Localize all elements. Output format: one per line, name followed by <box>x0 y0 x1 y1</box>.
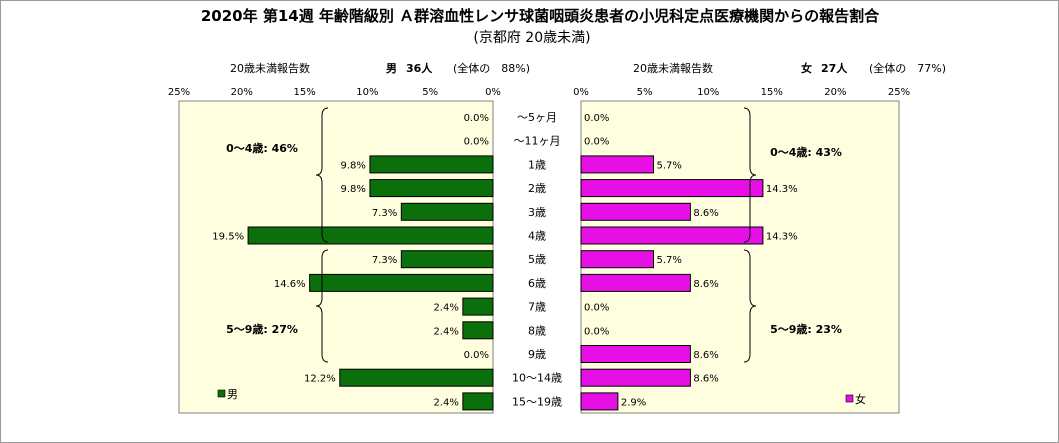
female-header-share: (全体の 77%) <box>869 61 946 75</box>
male-header-count: 36人 <box>406 61 433 75</box>
female-data-label: 5.7% <box>657 160 682 171</box>
female-x-tick: 0% <box>573 87 589 98</box>
male-data-label: 7.3% <box>372 255 397 266</box>
female-data-label: 0.0% <box>584 303 609 314</box>
female-data-label: 0.0% <box>584 137 609 148</box>
male-bar <box>339 368 494 387</box>
male-x-tick: 25% <box>168 87 190 98</box>
female-x-tick: 25% <box>888 87 910 98</box>
male-x-tick: 10% <box>356 87 378 98</box>
x-axis-ticks: 25% 20% 15% 10% 5% 0% 0% 5% 10% 15% 20% 25% <box>168 87 910 98</box>
male-header-sex: 男 <box>386 62 397 75</box>
female-data-label: 8.6% <box>693 374 718 385</box>
male-bar <box>400 202 494 221</box>
female-data-label: 8.6% <box>693 350 718 361</box>
male-x-tick: 15% <box>293 87 315 98</box>
male-data-label: 19.5% <box>212 232 244 243</box>
female-x-tick: 15% <box>761 87 783 98</box>
male-legend-label: 男 <box>227 388 238 401</box>
female-group-0-4-label: 0～4歳: 43% <box>770 145 842 159</box>
female-data-label: 14.3% <box>766 184 798 195</box>
female-bar <box>580 368 691 387</box>
female-brace-0-4 <box>743 107 757 243</box>
female-header-sex: 女 <box>801 61 812 75</box>
female-x-tick: 5% <box>637 87 653 98</box>
male-data-label: 14.6% <box>274 279 306 290</box>
female-bar <box>580 392 619 411</box>
male-xlabel: 20歳未満報告数 <box>230 62 310 75</box>
female-brace-5-9 <box>743 249 757 363</box>
female-data-label: 2.9% <box>621 397 646 408</box>
male-x-tick: 5% <box>422 87 438 98</box>
category-labels: ～5ヶ月 ～11ヶ月 1歳 2歳 3歳 4歳 5歳 6歳 7歳 8歳 9歳 10～14歳 15～19歳 <box>512 111 562 408</box>
male-bar <box>462 321 494 340</box>
category-label: 5歳 <box>528 253 546 266</box>
female-xlabel: 20歳未満報告数 <box>633 62 713 75</box>
chart-subtitle: (京都府 20歳未満) <box>473 30 590 46</box>
female-bar <box>580 202 691 221</box>
female-legend-swatch <box>845 394 854 403</box>
male-bar <box>309 273 494 292</box>
male-bar <box>247 226 494 245</box>
male-header-share: (全体の 88%) <box>453 61 530 75</box>
male-bar <box>462 297 494 316</box>
male-data-label: 9.8% <box>341 184 366 195</box>
male-group-0-4-label: 0～4歳: 46% <box>226 141 298 155</box>
male-brace-5-9 <box>315 249 329 363</box>
female-data-label: 8.6% <box>693 208 718 219</box>
female-bar <box>580 226 764 245</box>
male-legend-swatch <box>217 389 226 398</box>
age-group-braces <box>315 107 757 363</box>
male-data-label: 2.4% <box>433 397 458 408</box>
male-data-label: 0.0% <box>464 350 489 361</box>
female-group-5-9-label: 5～9歳: 23% <box>770 322 842 336</box>
category-label: 2歳 <box>528 182 546 195</box>
male-bar <box>400 250 494 269</box>
male-data-label: 9.8% <box>341 160 366 171</box>
female-data-label: 5.7% <box>657 255 682 266</box>
female-header-count: 27人 <box>821 61 848 75</box>
male-data-label: 2.4% <box>433 326 458 337</box>
female-bar <box>580 179 764 198</box>
female-data-label: 0.0% <box>584 113 609 124</box>
male-bar <box>369 179 494 198</box>
female-data-label: 14.3% <box>766 232 798 243</box>
female-data-label: 0.0% <box>584 326 609 337</box>
female-bar <box>580 155 655 174</box>
category-label: 4歳 <box>528 230 546 243</box>
male-data-label: 7.3% <box>372 208 397 219</box>
female-bar <box>580 250 655 269</box>
category-label: 1歳 <box>528 158 546 171</box>
female-data-label: 8.6% <box>693 279 718 290</box>
male-bar <box>462 392 494 411</box>
male-data-label: 12.2% <box>304 374 336 385</box>
category-label: ～5ヶ月 <box>517 111 557 124</box>
male-data-label: 0.0% <box>464 113 489 124</box>
category-label: 15～19歳 <box>512 395 562 408</box>
category-label: 3歳 <box>528 206 546 219</box>
category-label: 8歳 <box>528 324 546 337</box>
category-label: 7歳 <box>528 301 546 314</box>
female-bar <box>580 273 691 292</box>
male-data-label: 2.4% <box>433 303 458 314</box>
female-bar <box>580 345 691 363</box>
category-label: 9歳 <box>528 348 546 361</box>
category-label: 6歳 <box>528 277 546 290</box>
male-x-tick: 20% <box>231 87 253 98</box>
male-group-5-9-label: 5～9歳: 27% <box>226 322 298 336</box>
male-brace-0-4 <box>315 107 329 243</box>
chart-title: 2020年 第14週 年齢階級別 Ａ群溶血性レンサ球菌咽頭炎患者の小児科定点医療… <box>201 7 880 25</box>
category-label: 10～14歳 <box>512 372 562 385</box>
female-legend-label: 女 <box>855 392 866 406</box>
female-x-tick: 10% <box>697 87 719 98</box>
female-x-tick: 20% <box>824 87 846 98</box>
male-x-tick: 0% <box>485 87 501 98</box>
category-label: ～11ヶ月 <box>514 135 561 148</box>
male-data-label: 0.0% <box>464 137 489 148</box>
bars: 0.0% 0.0% 0.0% 0.0% 9.8% 5.7% 9.8% 14.3% 7.3% 8.6… <box>212 113 798 411</box>
male-bar <box>369 155 494 174</box>
